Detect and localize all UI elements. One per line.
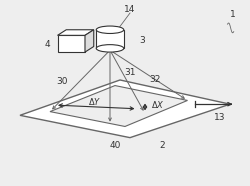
Polygon shape xyxy=(85,30,94,52)
Text: 40: 40 xyxy=(109,141,121,150)
Text: 31: 31 xyxy=(124,68,136,77)
Text: 2: 2 xyxy=(160,141,165,150)
Polygon shape xyxy=(58,35,85,52)
Polygon shape xyxy=(96,30,124,48)
Text: 4: 4 xyxy=(45,40,50,49)
Text: 13: 13 xyxy=(214,113,226,122)
Ellipse shape xyxy=(96,45,124,52)
Text: 32: 32 xyxy=(149,76,161,84)
Text: $\Delta Y$: $\Delta Y$ xyxy=(88,96,102,107)
Polygon shape xyxy=(58,30,94,35)
Text: $\Delta X$: $\Delta X$ xyxy=(151,99,164,110)
Text: 14: 14 xyxy=(124,5,136,14)
Polygon shape xyxy=(50,86,188,126)
Polygon shape xyxy=(20,80,230,138)
Text: 3: 3 xyxy=(140,36,145,45)
Text: 30: 30 xyxy=(57,77,68,86)
Ellipse shape xyxy=(96,26,124,33)
Text: 1: 1 xyxy=(230,10,235,19)
